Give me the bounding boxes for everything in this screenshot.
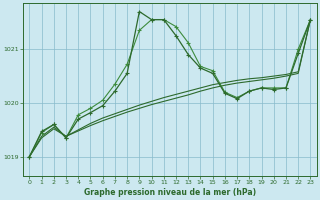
X-axis label: Graphe pression niveau de la mer (hPa): Graphe pression niveau de la mer (hPa) [84, 188, 256, 197]
